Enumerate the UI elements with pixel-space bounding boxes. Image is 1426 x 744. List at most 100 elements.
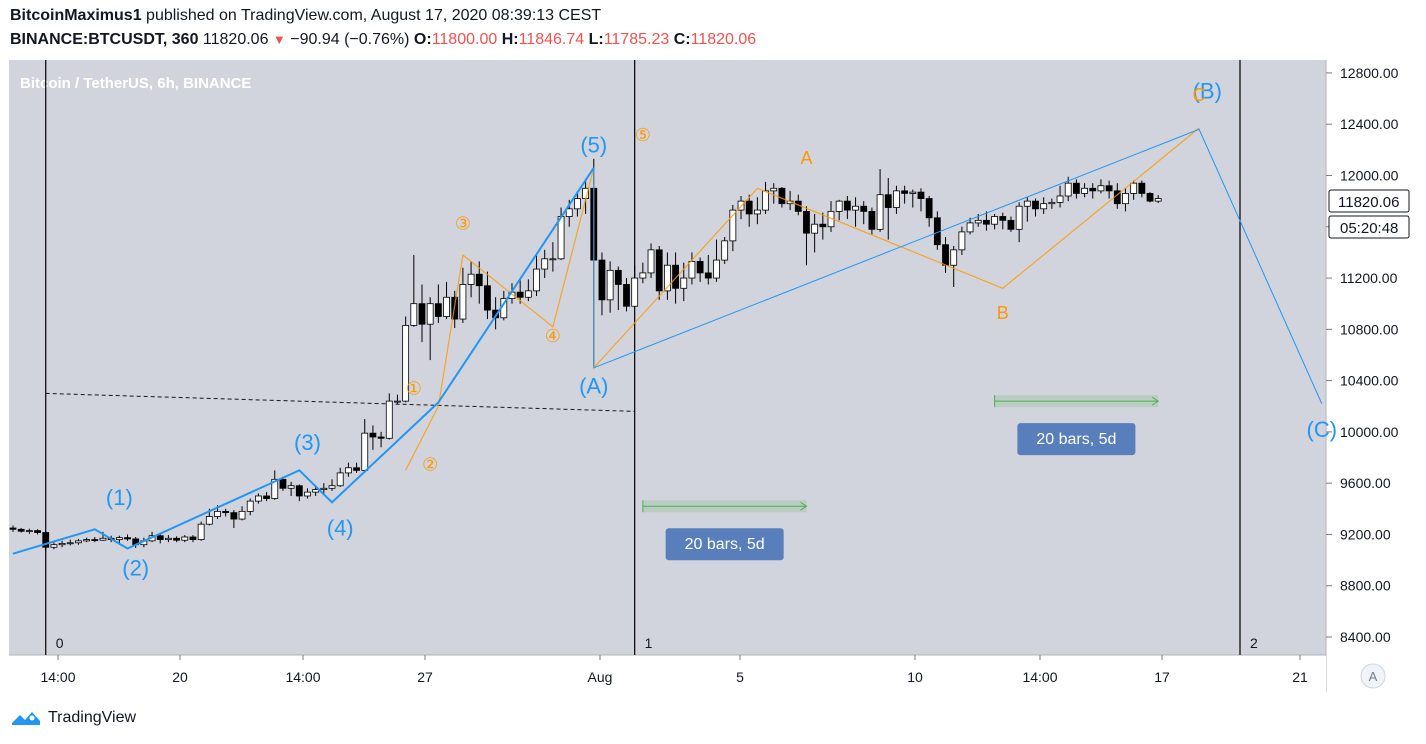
candle-down bbox=[983, 219, 990, 225]
time-axis[interactable] bbox=[9, 656, 1326, 692]
candle-down bbox=[819, 223, 827, 228]
candle-down bbox=[34, 530, 41, 533]
candle-down bbox=[1007, 219, 1015, 230]
date-range-label: 20 bars, 5d bbox=[685, 536, 765, 553]
candle-up bbox=[75, 540, 82, 544]
candle-down bbox=[704, 272, 712, 279]
candle-up bbox=[83, 539, 91, 542]
candle-up bbox=[214, 510, 221, 517]
low-value: 11785.23 bbox=[603, 31, 670, 48]
candle-up bbox=[328, 485, 336, 489]
close-value: 11820.06 bbox=[690, 31, 757, 48]
candle-down bbox=[91, 539, 99, 541]
candle-up bbox=[394, 400, 401, 403]
candle-up bbox=[664, 264, 671, 292]
candle-up bbox=[320, 487, 328, 490]
candle-up bbox=[1015, 205, 1023, 230]
vertical-marker-label: 0 bbox=[56, 635, 64, 651]
candle-up bbox=[443, 296, 450, 317]
price-tick-label: 12400.00 bbox=[1340, 116, 1399, 132]
candle-up bbox=[197, 523, 205, 540]
time-tick-label: 20 bbox=[172, 669, 188, 685]
current-price-tag-text: 11820.06 bbox=[1338, 194, 1399, 211]
candle-up bbox=[770, 187, 778, 192]
orange-wave-label: C bbox=[1193, 85, 1206, 105]
blue-correction-path bbox=[593, 128, 1323, 404]
blue-wave-label: (1) bbox=[106, 485, 133, 510]
price-tick-label: 8800.00 bbox=[1340, 578, 1391, 594]
candle-up bbox=[631, 277, 639, 307]
auto-scale-button[interactable] bbox=[1360, 663, 1386, 689]
orange-wave-label: B bbox=[997, 303, 1009, 323]
candle-down bbox=[672, 264, 679, 289]
blue-wave-label: (A) bbox=[579, 373, 608, 398]
open-label: O: bbox=[413, 31, 432, 48]
candle-up bbox=[688, 260, 696, 279]
symbol-header: BINANCE:BTCUSDT, 360 11820.06 ▼ −90.94 (… bbox=[10, 31, 756, 49]
candle-up bbox=[271, 478, 279, 499]
candle-down bbox=[655, 249, 663, 292]
time-tick-label: 27 bbox=[417, 669, 433, 685]
blue-wave-label: (C) bbox=[1307, 417, 1338, 442]
candle-up bbox=[753, 209, 761, 215]
candle-down bbox=[279, 478, 287, 489]
candle-up bbox=[713, 259, 720, 279]
candle-down bbox=[843, 200, 851, 211]
orange-wave-label: ① bbox=[406, 379, 422, 399]
candle-up bbox=[1048, 202, 1056, 205]
candle-down bbox=[901, 190, 909, 194]
candle-up bbox=[312, 489, 320, 493]
candle-up bbox=[66, 542, 74, 545]
candle-up bbox=[1130, 182, 1138, 194]
symbol-label: BINANCE:BTCUSDT, 360 bbox=[10, 31, 199, 48]
candle-down bbox=[696, 260, 704, 274]
time-tick-label: 21 bbox=[1292, 669, 1308, 685]
date-range-arrow bbox=[1151, 396, 1160, 406]
candle-down bbox=[623, 284, 630, 307]
candle-down bbox=[484, 285, 491, 311]
candle-up bbox=[99, 537, 107, 541]
publish-header: BitcoinMaximus1 published on TradingView… bbox=[10, 7, 601, 25]
price-axis[interactable] bbox=[1327, 60, 1417, 692]
candle-down bbox=[17, 528, 25, 532]
candle-down bbox=[868, 210, 876, 230]
candle-up bbox=[647, 249, 655, 274]
candle-up bbox=[557, 216, 565, 260]
tradingview-logo-icon bbox=[12, 712, 40, 725]
candle-down bbox=[999, 216, 1007, 221]
date-range-label-box bbox=[1017, 423, 1136, 456]
time-tick-label: 17 bbox=[1154, 669, 1170, 685]
candle-down bbox=[745, 200, 753, 215]
price-tick-label: 9600.00 bbox=[1340, 475, 1391, 491]
candle-up bbox=[909, 191, 917, 194]
candle-up bbox=[459, 284, 467, 320]
candle-down bbox=[917, 191, 925, 199]
time-tick-label: 14:00 bbox=[40, 669, 75, 685]
candle-down bbox=[418, 303, 426, 325]
author-name[interactable]: BitcoinMaximus1 bbox=[10, 7, 142, 24]
candle-up bbox=[565, 208, 573, 217]
blue-impulse-path bbox=[12, 167, 595, 555]
candle-down bbox=[369, 432, 377, 438]
candle-up bbox=[50, 544, 58, 548]
footer-brand[interactable]: TradingView bbox=[10, 709, 136, 727]
candle-up bbox=[410, 303, 418, 326]
candle-down bbox=[124, 537, 131, 540]
blue-wave-label: (5) bbox=[580, 132, 607, 157]
price-change: −90.94 (−0.76%) bbox=[290, 31, 410, 48]
vertical-marker-label: 2 bbox=[1250, 635, 1258, 651]
auto-scale-label: A bbox=[1369, 669, 1378, 684]
candle-up bbox=[950, 249, 958, 266]
plot-area[interactable] bbox=[9, 60, 1326, 655]
orange-wave-label: ③ bbox=[455, 213, 471, 233]
candle-up bbox=[467, 273, 475, 285]
price-tick-label: 10000.00 bbox=[1340, 424, 1399, 440]
candle-up bbox=[165, 537, 172, 540]
candle-down bbox=[860, 205, 868, 212]
countdown-tag-text: 05:20:48 bbox=[1340, 220, 1398, 237]
price-tick-label: 11200.00 bbox=[1340, 270, 1398, 286]
candle-up bbox=[835, 200, 843, 212]
candle-up bbox=[1122, 193, 1129, 205]
high-value: 11846.74 bbox=[518, 31, 585, 48]
